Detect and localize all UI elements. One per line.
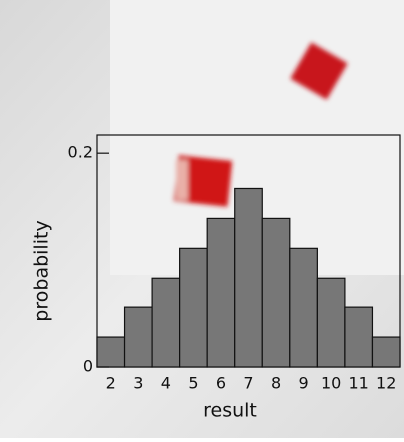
x-tick-label: 2: [106, 374, 116, 393]
bar: [261, 217, 291, 368]
y-axis-label: probability: [31, 220, 53, 321]
x-tick-label: 3: [133, 374, 143, 393]
x-tick-label: 4: [161, 374, 171, 393]
bar: [234, 187, 263, 368]
bar: [123, 306, 153, 368]
y-tick-label: 0: [83, 357, 93, 376]
bar: [371, 336, 401, 368]
x-tick-label: 9: [298, 374, 308, 393]
bar: [179, 247, 208, 368]
x-tick-label: 8: [271, 374, 281, 393]
x-tick-label: 10: [321, 374, 341, 393]
x-tick-label: 5: [188, 374, 198, 393]
bar: [206, 217, 236, 368]
bar: [96, 336, 126, 368]
x-tick-label: 6: [216, 374, 226, 393]
die-image: [173, 42, 348, 207]
x-tick-label: 11: [349, 374, 369, 393]
bar: [289, 247, 318, 368]
bar: [316, 277, 346, 368]
x-tick-label: 7: [243, 374, 253, 393]
bar: [151, 277, 181, 368]
y-tick-label: 0.2: [68, 143, 93, 162]
x-axis-label: result: [203, 400, 257, 422]
bar: [344, 306, 374, 368]
x-tick-label: 12: [376, 374, 396, 393]
